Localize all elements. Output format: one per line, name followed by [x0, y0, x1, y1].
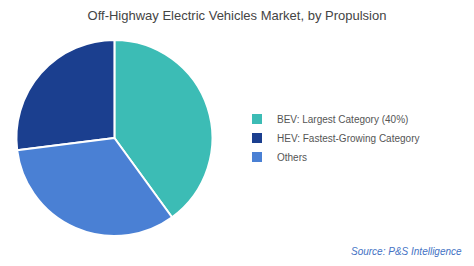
svg-text:Others: Others	[277, 152, 307, 163]
svg-text:HEV: Fastest-Growing Category: HEV: Fastest-Growing Category	[277, 133, 419, 144]
svg-text:Off-Highway Electric Vehicles: Off-Highway Electric Vehicles Market, by…	[88, 8, 387, 23]
svg-text:Source: P&S Intelligence: Source: P&S Intelligence	[351, 246, 462, 257]
svg-text:BEV: Largest Category (40%): BEV: Largest Category (40%)	[277, 114, 408, 125]
